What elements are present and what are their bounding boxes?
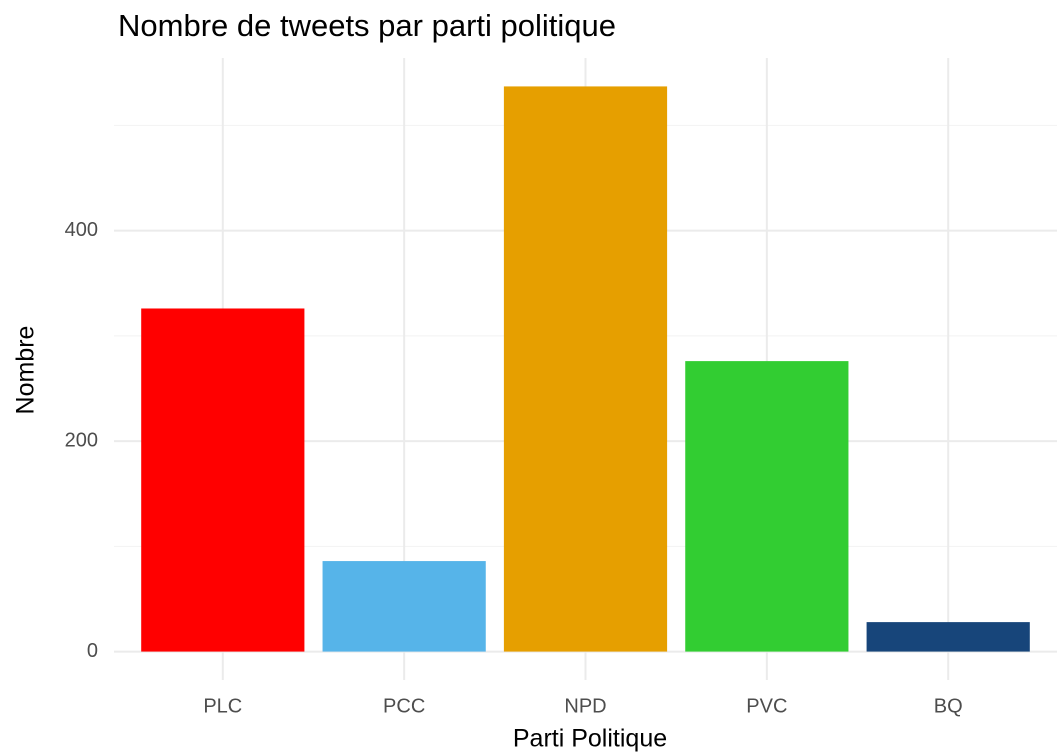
bar xyxy=(503,86,668,652)
x-tick-label: PLC xyxy=(203,695,242,717)
x-tick-label: BQ xyxy=(934,695,963,717)
x-tick-label: PVC xyxy=(746,695,787,717)
y-tick-label: 400 xyxy=(65,219,98,241)
y-axis-title: Nombre xyxy=(12,326,40,415)
x-tick-label: PCC xyxy=(383,695,425,717)
bar xyxy=(322,561,486,652)
chart-title: Nombre de tweets par parti politique xyxy=(118,8,616,43)
x-axis-title: Parti Politique xyxy=(513,725,667,753)
y-tick-label: 200 xyxy=(65,429,98,451)
x-tick-label: NPD xyxy=(564,695,606,717)
y-tick-label: 0 xyxy=(87,640,98,662)
bar xyxy=(866,622,1030,652)
bar xyxy=(685,361,849,652)
bar xyxy=(141,308,305,652)
